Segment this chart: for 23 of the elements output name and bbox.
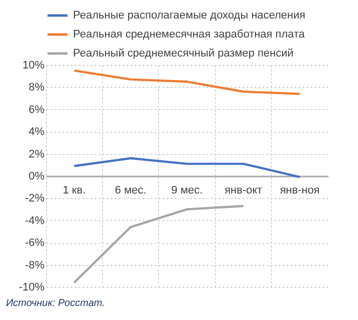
text: Источник: Росстат. (6, 298, 105, 309)
legend-label: Реальный среднемесячный размер пенсий (73, 48, 294, 60)
y-tick-label: -10% (18, 282, 45, 294)
line-series (73, 69, 301, 95)
legend-label: Реальная среднемесячная заработная плата (73, 28, 306, 40)
y-tick-label: 6% (28, 104, 45, 116)
y-tick-label: -2% (24, 192, 45, 205)
x-tick-label: 1 кв. (62, 184, 86, 196)
y-tick-label: -8% (24, 259, 45, 272)
y-tick-label: 2% (28, 148, 45, 160)
line-series (73, 157, 301, 178)
x-tick-label: 9 мес. (171, 184, 203, 196)
y-tick-label: 8% (28, 82, 45, 94)
legend-label: Реальные располагаемые доходы населения (73, 10, 306, 22)
x-tick-label: янв-окт (224, 184, 262, 196)
y-tick-label: 0% (28, 170, 45, 182)
y-tick-label: 4% (28, 126, 45, 138)
x-tick-label: 6 мес. (114, 184, 146, 196)
y-tick-label: 10% (22, 60, 45, 72)
y-tick-label: -4% (24, 214, 45, 227)
line-series (73, 204, 244, 284)
x-tick-label: янв-ноя (280, 184, 320, 196)
y-tick-label: -6% (24, 237, 45, 250)
